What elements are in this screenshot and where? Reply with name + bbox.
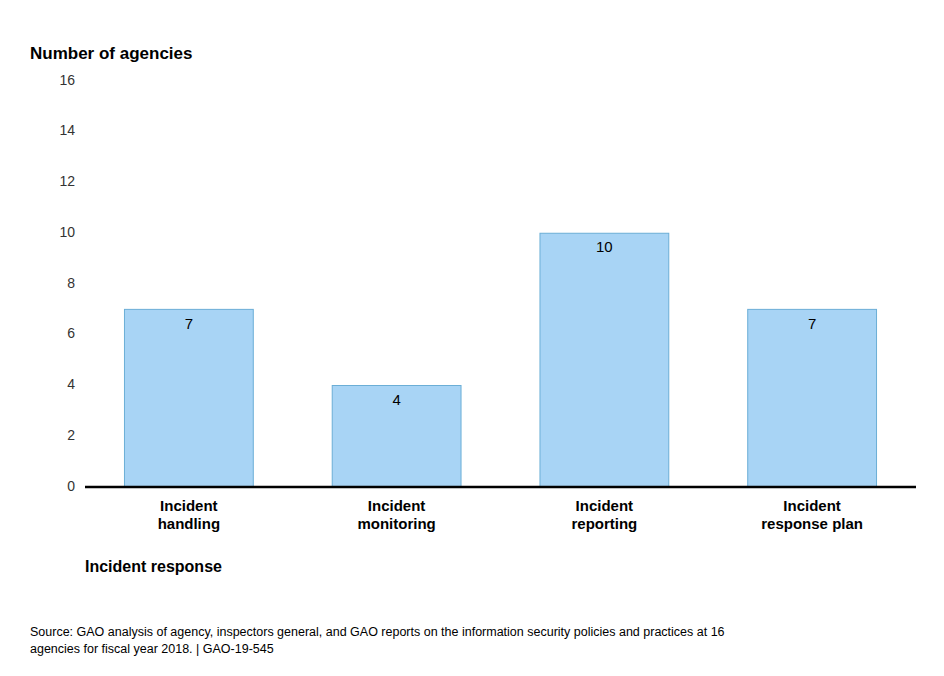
text-line: monitoring bbox=[357, 515, 435, 532]
text-line: Incident bbox=[160, 497, 218, 514]
y-tick-label: 0 bbox=[67, 478, 75, 494]
bar bbox=[124, 309, 253, 487]
text-line: handling bbox=[158, 515, 221, 532]
y-tick-label: 6 bbox=[67, 325, 75, 341]
source-note: Source: GAO analysis of agency, inspecto… bbox=[30, 625, 725, 656]
y-tick-label: 12 bbox=[59, 173, 75, 189]
bar bbox=[332, 386, 461, 488]
data-label: 4 bbox=[392, 391, 400, 408]
bar bbox=[540, 233, 669, 487]
y-axis-label: Number of agencies bbox=[30, 44, 193, 63]
x-axis-line bbox=[85, 486, 916, 489]
text-line: agencies for fiscal year 2018. | GAO-19-… bbox=[30, 642, 274, 656]
text-line: Incident bbox=[783, 497, 841, 514]
text-line: response plan bbox=[761, 515, 863, 532]
y-tick-label: 8 bbox=[67, 275, 75, 291]
x-axis-label: Incident response bbox=[85, 558, 222, 575]
text-line: Incident bbox=[576, 497, 634, 514]
data-label: 10 bbox=[596, 238, 613, 255]
text-line: Incident bbox=[368, 497, 426, 514]
y-tick-label: 2 bbox=[67, 427, 75, 443]
x-tick-label: Incidentreporting bbox=[571, 497, 637, 532]
x-tick-label: Incidentmonitoring bbox=[357, 497, 435, 532]
y-tick-label: 14 bbox=[59, 122, 75, 138]
chart: 024681012141674107IncidenthandlingIncide… bbox=[0, 0, 944, 676]
text-line: reporting bbox=[571, 515, 637, 532]
data-label: 7 bbox=[185, 315, 193, 332]
bar bbox=[748, 309, 877, 487]
y-tick-label: 10 bbox=[59, 224, 75, 240]
x-tick-label: Incidenthandling bbox=[158, 497, 221, 532]
y-tick-label: 4 bbox=[67, 376, 75, 392]
x-tick-label: Incidentresponse plan bbox=[761, 497, 863, 532]
data-label: 7 bbox=[808, 315, 816, 332]
text-line: Source: GAO analysis of agency, inspecto… bbox=[30, 625, 725, 639]
y-tick-label: 16 bbox=[59, 72, 75, 88]
background bbox=[0, 0, 944, 676]
bars bbox=[124, 233, 876, 487]
